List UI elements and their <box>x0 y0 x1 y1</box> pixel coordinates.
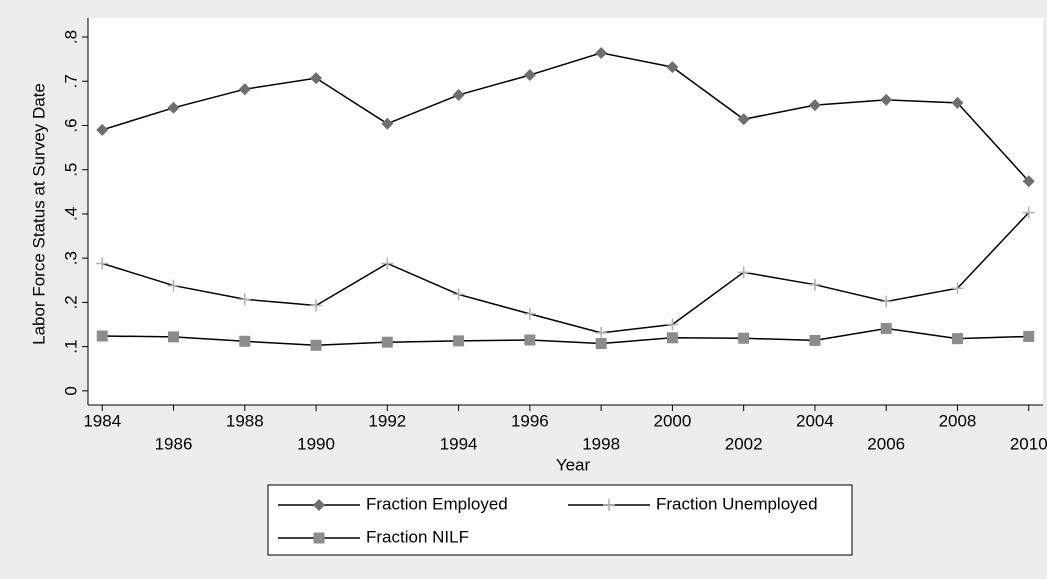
marker <box>96 257 109 270</box>
marker <box>737 113 750 126</box>
x-tick-label: 2006 <box>867 434 905 453</box>
x-tick-label: 1998 <box>582 434 620 453</box>
plot-area <box>88 18 1043 405</box>
y-tick-label: .7 <box>61 74 80 88</box>
marker <box>238 83 251 96</box>
y-tick-label: .1 <box>61 340 80 354</box>
series-line <box>102 212 1030 334</box>
x-tick-label: 2010 <box>1010 434 1047 453</box>
marker <box>310 339 322 351</box>
x-tick-label: 1984 <box>83 411 121 430</box>
marker <box>808 99 821 112</box>
marker <box>738 332 750 344</box>
marker <box>313 532 325 544</box>
y-tick-label: .2 <box>61 295 80 309</box>
marker <box>666 332 678 344</box>
series-line <box>102 52 1030 182</box>
marker <box>595 46 608 59</box>
x-tick-label: 2004 <box>796 411 834 430</box>
marker <box>1022 175 1035 188</box>
legend <box>267 484 853 556</box>
marker <box>523 307 536 320</box>
marker <box>880 322 892 334</box>
y-tick-label: .4 <box>61 207 80 221</box>
x-axis-title: Year <box>556 455 591 474</box>
marker <box>238 293 251 306</box>
x-tick-label: 1994 <box>440 434 478 453</box>
x-tick-label: 1996 <box>511 411 549 430</box>
marker <box>310 299 323 312</box>
legend-label: Fraction NILF <box>366 527 469 546</box>
marker <box>381 257 394 270</box>
marker <box>880 93 893 106</box>
x-tick-label: 2008 <box>939 411 977 430</box>
marker <box>951 333 963 345</box>
marker <box>96 123 109 136</box>
marker <box>167 279 180 292</box>
marker <box>453 335 465 347</box>
marker <box>381 336 393 348</box>
marker <box>951 96 964 109</box>
marker <box>666 61 679 74</box>
x-tick-label: 1986 <box>155 434 193 453</box>
marker <box>96 330 108 342</box>
marker <box>808 278 821 291</box>
marker <box>951 282 964 295</box>
marker <box>1022 206 1035 219</box>
y-tick-label: .6 <box>61 118 80 132</box>
marker <box>524 334 536 346</box>
x-tick-label: 1988 <box>226 411 264 430</box>
marker <box>167 101 180 114</box>
marker <box>452 88 465 101</box>
marker <box>595 326 608 339</box>
y-tick-label: .8 <box>61 30 80 44</box>
x-tick-label: 2000 <box>653 411 691 430</box>
series-line <box>102 327 1029 347</box>
marker <box>809 334 821 346</box>
marker <box>666 318 679 331</box>
marker <box>452 288 465 301</box>
marker <box>310 72 323 85</box>
marker <box>381 117 394 130</box>
y-axis-title: Labor Force Status at Survey Date <box>29 83 48 345</box>
marker <box>523 69 536 82</box>
marker <box>880 295 893 308</box>
marker <box>1023 330 1035 342</box>
marker <box>737 266 750 279</box>
x-tick-label: 1990 <box>297 434 335 453</box>
marker <box>595 338 607 350</box>
marker <box>168 331 180 343</box>
y-tick-label: .3 <box>61 251 80 265</box>
x-tick-label: 1992 <box>368 411 406 430</box>
legend-label: Fraction Unemployed <box>656 494 818 513</box>
legend-label: Fraction Employed <box>366 494 508 513</box>
marker <box>313 499 325 511</box>
marker <box>603 499 615 511</box>
marker <box>239 335 251 347</box>
y-tick-label: 0 <box>61 386 80 395</box>
x-tick-label: 2002 <box>725 434 763 453</box>
y-tick-label: .5 <box>61 163 80 177</box>
